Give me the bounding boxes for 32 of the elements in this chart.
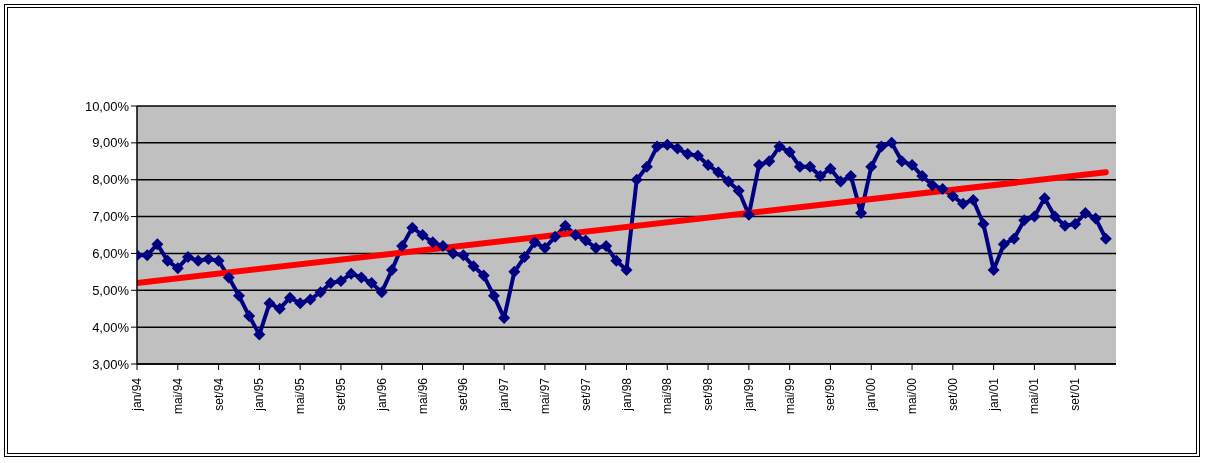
x-tick-label: mai/01 — [1027, 377, 1042, 415]
x-tick-label: jan/98 — [619, 377, 634, 412]
y-tick-label: 10,00% — [84, 98, 130, 114]
x-tick-label: set/95 — [333, 377, 348, 411]
x-tick-label: mai/00 — [905, 377, 920, 415]
x-tick-label: jan/97 — [497, 377, 512, 412]
x-tick-label: set/96 — [456, 377, 471, 411]
y-tick-label: 9,00% — [92, 135, 130, 151]
x-tick-label: jan/00 — [864, 377, 879, 412]
x-tick-label: mai/94 — [170, 377, 185, 415]
x-tick-label: set/99 — [823, 377, 838, 411]
x-tick-label: set/97 — [578, 377, 593, 411]
x-tick-label: mai/98 — [660, 377, 675, 415]
x-tick-label: mai/95 — [293, 377, 308, 415]
x-tick-label: mai/96 — [415, 377, 430, 415]
y-tick-label: 6,00% — [92, 246, 130, 262]
x-tick-label: set/98 — [701, 377, 716, 411]
y-tick-label: 5,00% — [92, 282, 130, 298]
y-tick-label: 4,00% — [92, 319, 130, 335]
x-tick-label: jan/94 — [130, 377, 144, 412]
x-tick-label: set/01 — [1068, 377, 1083, 411]
x-tick-label: set/00 — [945, 377, 960, 411]
x-tick-label: jan/01 — [986, 377, 1001, 412]
x-tick-label: jan/95 — [252, 377, 267, 412]
x-tick-label: jan/99 — [741, 377, 756, 412]
y-tick-label: 3,00% — [92, 356, 130, 372]
x-tick-label: jan/96 — [374, 377, 389, 412]
x-tick-label: mai/99 — [782, 377, 797, 415]
y-tick-label: 8,00% — [92, 172, 130, 188]
x-tick-label: mai/97 — [537, 377, 552, 415]
x-tick-label: set/94 — [211, 377, 226, 411]
y-tick-label: 7,00% — [92, 209, 130, 225]
